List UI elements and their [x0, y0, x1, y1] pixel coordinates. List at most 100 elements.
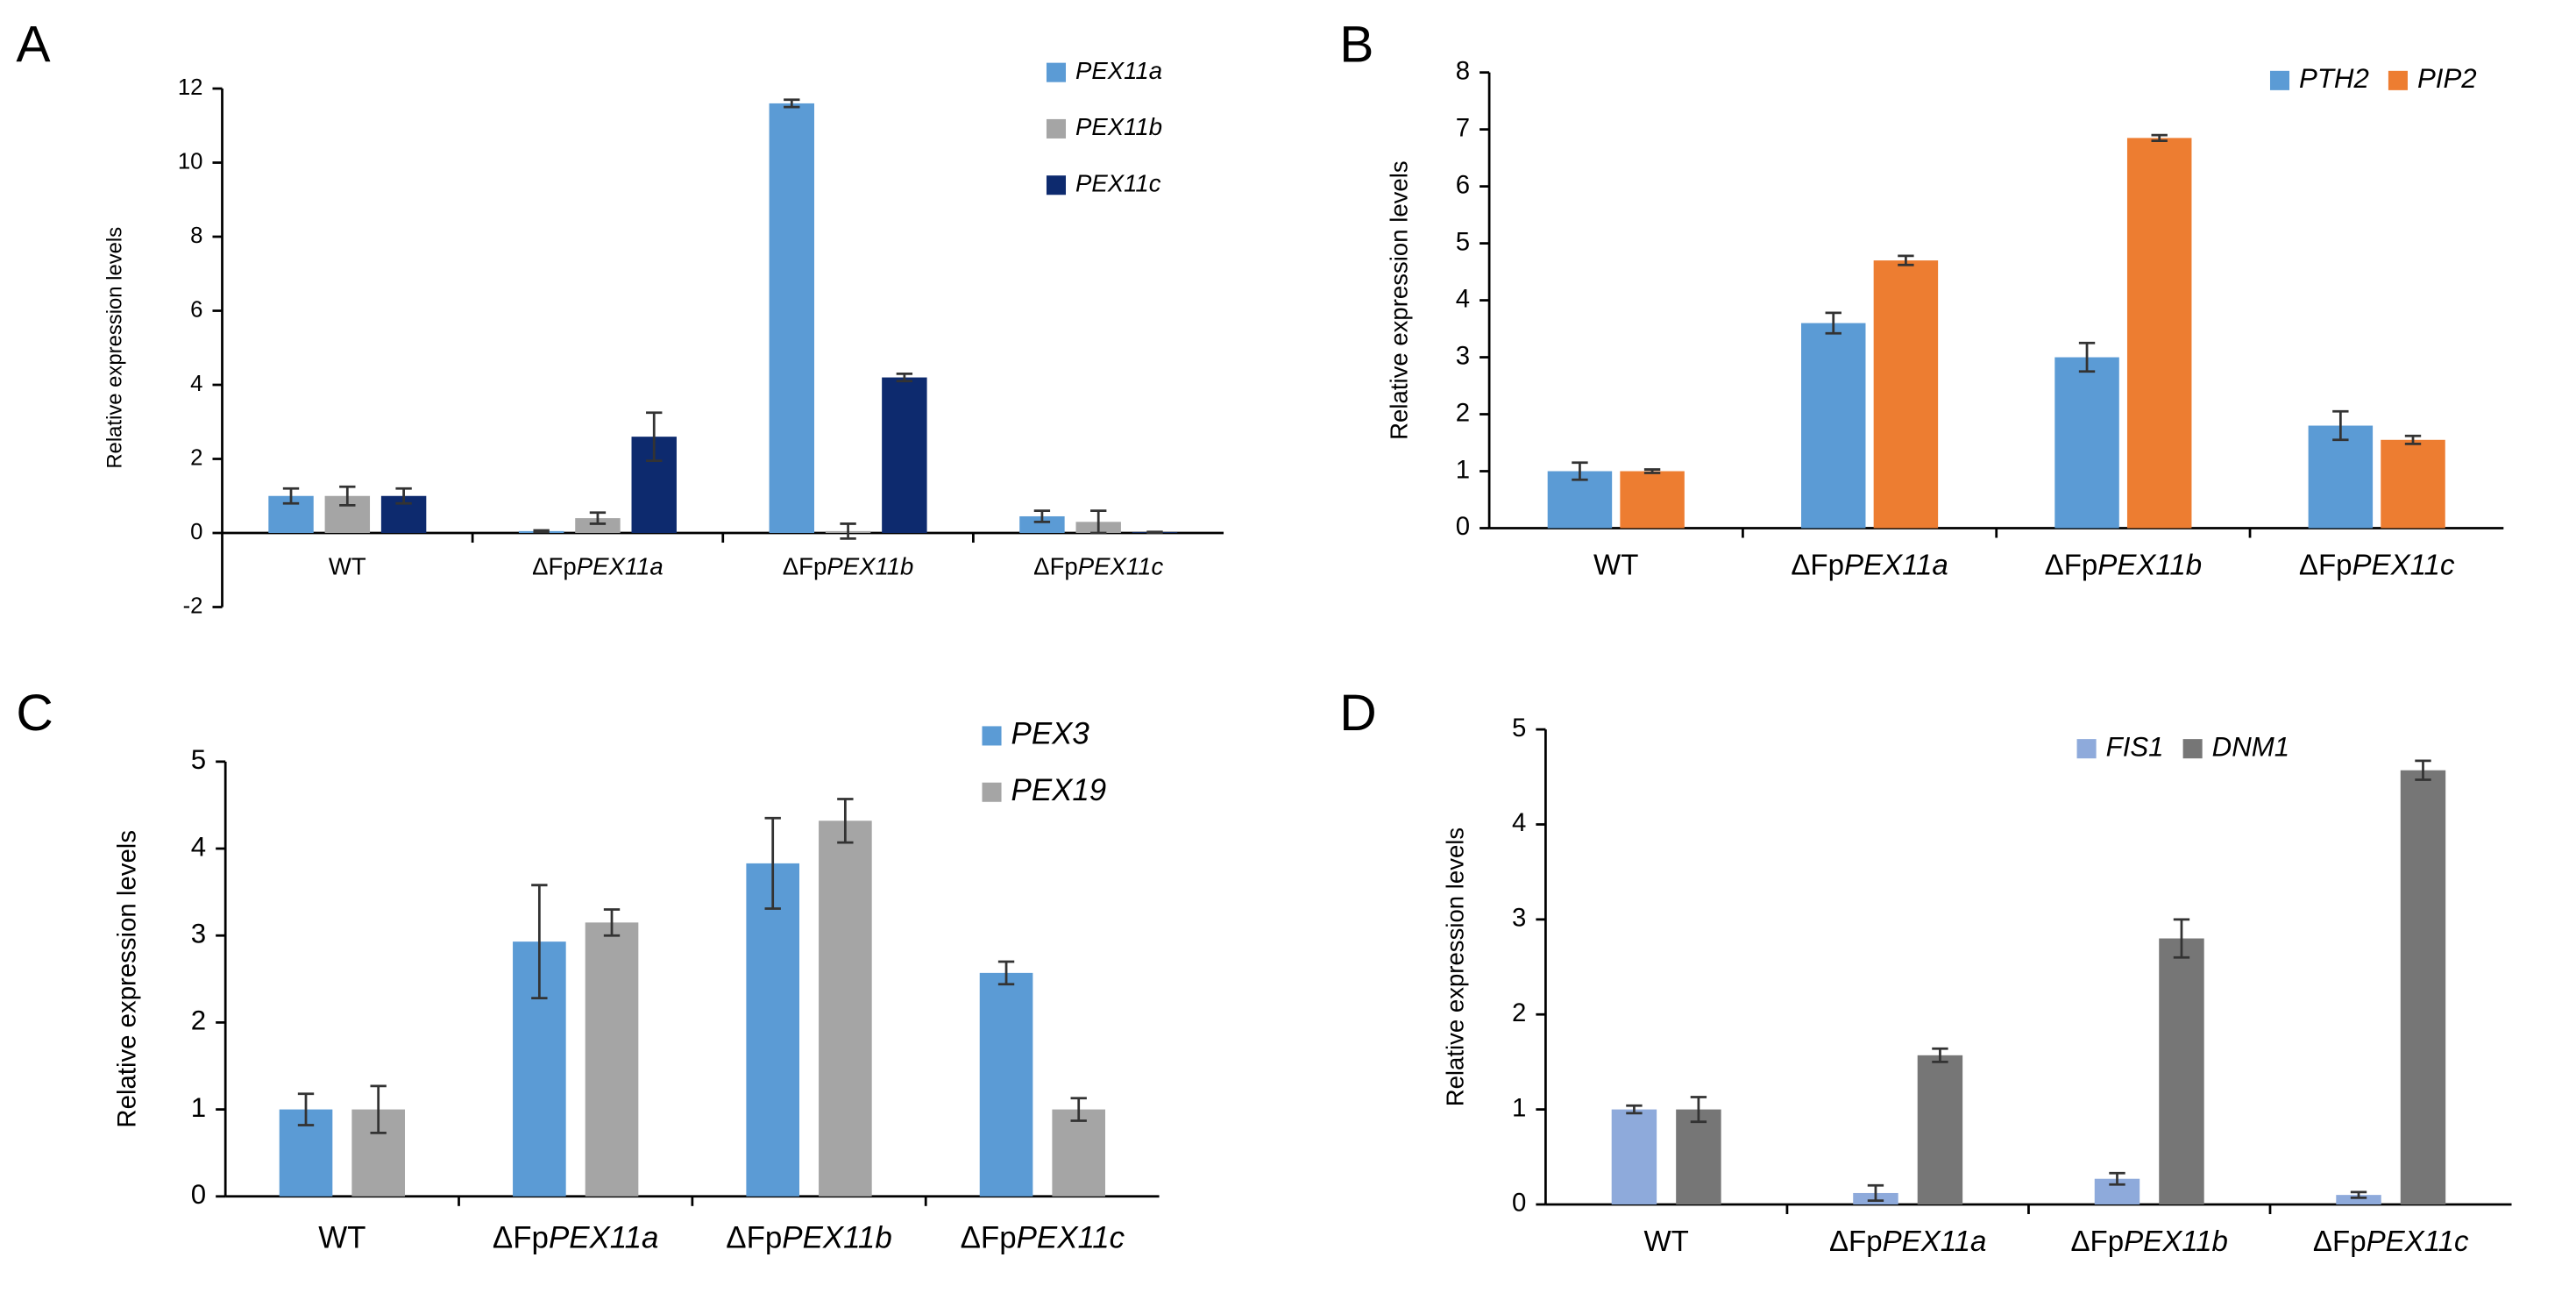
- y-tick-label: 0: [191, 1179, 206, 1210]
- error-bar: [1932, 1047, 1948, 1063]
- bar: [2054, 357, 2119, 529]
- x-tick-label: ΔFpPEX11a: [493, 1221, 658, 1255]
- y-tick-label: 0: [190, 520, 202, 544]
- panel: A Relative expression levels -2 0 2 4 6 8 10 12 WT…: [16, 17, 1224, 618]
- error-bar: [2332, 409, 2349, 442]
- legend-label: PIP2: [2417, 63, 2477, 94]
- error-bar: [589, 511, 607, 525]
- error-bar: [1090, 509, 1107, 535]
- bar: [1052, 1109, 1106, 1197]
- legend-label: PEX11c: [1075, 170, 1161, 197]
- legend-label: PEX11a: [1075, 57, 1162, 84]
- bar: [2336, 1195, 2381, 1204]
- error-bar: [646, 411, 663, 462]
- error-bar: [603, 908, 621, 937]
- y-tick-label: 3: [1456, 341, 1470, 370]
- legend-swatch: [2182, 739, 2203, 759]
- y-tick-label: 1: [191, 1092, 206, 1123]
- error-bar: [370, 1084, 387, 1134]
- x-tick-label: ΔFpPEX11c: [961, 1221, 1125, 1255]
- error-bar: [1867, 1183, 1884, 1203]
- legend-label: PEX19: [1011, 773, 1107, 807]
- x-tick-label: ΔFpPEX11a: [1791, 549, 1948, 581]
- y-tick-label: 7: [1456, 113, 1470, 142]
- y-tick-label: 8: [1456, 56, 1470, 85]
- y-axis-label: Relative expression levels: [103, 227, 127, 469]
- bar: [585, 922, 639, 1197]
- y-tick-label: -2: [183, 593, 203, 618]
- x-tick-label: ΔFpPEX11b: [726, 1221, 891, 1255]
- panel-label: A: [16, 17, 51, 74]
- y-tick-label: 4: [190, 372, 202, 396]
- y-tick-label: 4: [191, 831, 206, 862]
- error-bar: [896, 372, 913, 383]
- error-bar: [2173, 918, 2190, 959]
- error-bar: [2109, 1171, 2125, 1186]
- legend-label: PTH2: [2299, 63, 2369, 94]
- error-bar: [2350, 1190, 2367, 1199]
- y-tick-label: 5: [1456, 227, 1470, 256]
- error-bar: [395, 487, 412, 505]
- x-tick-label: ΔFpPEX11c: [2299, 549, 2455, 581]
- error-bar: [2404, 434, 2422, 445]
- legend-swatch: [1046, 62, 1067, 82]
- legend-swatch: [982, 726, 1002, 746]
- legend-label: FIS1: [2106, 731, 2164, 762]
- y-tick-label: 0: [1512, 1189, 1526, 1218]
- error-bar: [1690, 1096, 1707, 1124]
- y-tick-label: 3: [191, 918, 206, 948]
- bar: [746, 863, 800, 1197]
- legend-swatch: [1046, 118, 1067, 139]
- x-tick-label: WT: [318, 1221, 365, 1255]
- error-bar: [1146, 530, 1163, 534]
- legend-swatch: [2388, 70, 2408, 90]
- y-tick-label: 12: [178, 75, 203, 100]
- bar: [2400, 770, 2446, 1204]
- legend-label: DNM1: [2212, 731, 2289, 762]
- y-tick-label: 8: [190, 224, 202, 248]
- y-tick-label: 4: [1512, 808, 1526, 837]
- legend-swatch: [982, 782, 1002, 802]
- y-tick-label: 2: [191, 1005, 206, 1036]
- bar: [1676, 1109, 1721, 1204]
- bar: [1620, 471, 1685, 529]
- x-tick-label: WT: [1643, 1226, 1688, 1258]
- y-tick-label: 0: [1456, 512, 1470, 541]
- error-bar: [297, 1092, 315, 1126]
- bar: [2381, 439, 2445, 529]
- panel: C Relative expression levels 0 1 2 3 4 5 WT ΔFpPE…: [16, 685, 1160, 1255]
- error-bar: [784, 98, 800, 109]
- error-bar: [339, 485, 356, 507]
- legend-swatch: [2076, 739, 2097, 759]
- error-bar: [533, 529, 550, 534]
- y-tick-label: 1: [1456, 455, 1470, 484]
- error-bar: [1070, 1097, 1087, 1122]
- bar: [1019, 515, 1065, 534]
- y-axis-label: Relative expression levels: [113, 830, 142, 1128]
- error-bar: [1572, 461, 1588, 481]
- x-tick-label: ΔFpPEX11a: [1829, 1226, 1986, 1258]
- bar: [1873, 260, 1939, 529]
- error-bar: [764, 816, 781, 910]
- error-bar: [840, 522, 856, 540]
- x-tick-label: ΔFpPEX11b: [2070, 1226, 2227, 1258]
- error-bar: [1643, 468, 1661, 474]
- bar: [2159, 938, 2204, 1204]
- legend-swatch: [2269, 70, 2290, 90]
- error-bar: [282, 487, 300, 505]
- panel-label: C: [16, 685, 53, 742]
- x-tick-label: ΔFpPEX11b: [2045, 549, 2202, 581]
- bar: [882, 377, 927, 534]
- x-tick-label: ΔFpPEX11b: [783, 553, 914, 580]
- bar: [2126, 138, 2192, 529]
- error-bar: [2078, 341, 2096, 373]
- error-bar: [1626, 1104, 1643, 1115]
- error-bar: [997, 960, 1015, 986]
- panel: B Relative expression levels 0 1 2 3 4 5 6 7 8 WT ΔF…: [1339, 17, 2504, 581]
- panel-label: B: [1339, 17, 1373, 74]
- y-tick-label: 2: [190, 445, 202, 470]
- x-tick-label: WT: [329, 553, 366, 580]
- y-tick-label: 6: [1456, 170, 1470, 199]
- legend-label: PEX11b: [1075, 113, 1162, 140]
